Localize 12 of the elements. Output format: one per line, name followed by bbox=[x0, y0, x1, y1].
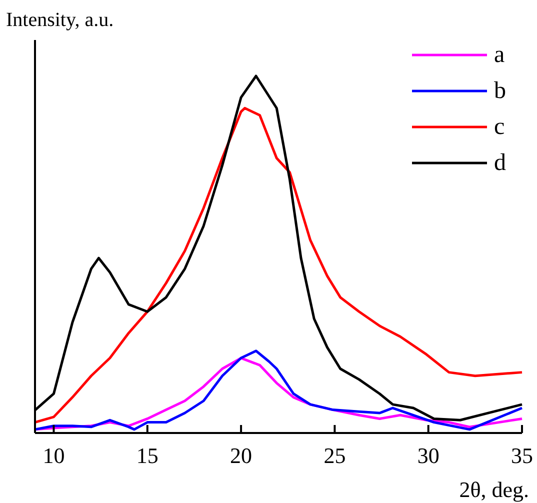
legend-label: d bbox=[494, 150, 506, 176]
legend-label: a bbox=[494, 42, 505, 68]
x-tick-label: 20 bbox=[230, 443, 252, 468]
legend-label: b bbox=[494, 78, 506, 104]
y-axis-title: Intensity, a.u. bbox=[6, 9, 114, 31]
x-tick-label: 25 bbox=[324, 443, 346, 468]
x-tick-label: 10 bbox=[42, 443, 65, 468]
x-tick-label: 15 bbox=[136, 443, 158, 468]
x-tick-label: 30 bbox=[417, 443, 440, 468]
x-axis-title: 2θ, deg. bbox=[459, 477, 529, 502]
legend-label: c bbox=[494, 114, 505, 140]
x-tick-label: 35 bbox=[511, 443, 533, 468]
